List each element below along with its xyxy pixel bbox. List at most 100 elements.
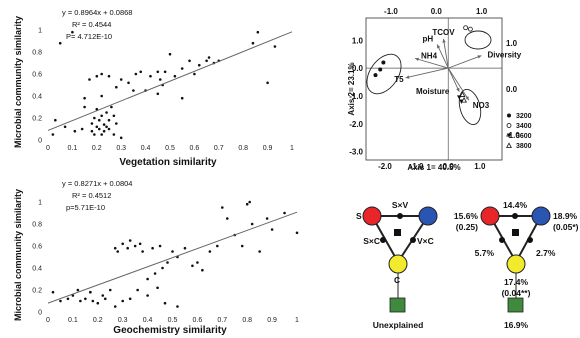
geochemistry-point bbox=[71, 294, 75, 297]
geochemistry-y-tick: 0.8 bbox=[32, 222, 42, 229]
vegetation-point bbox=[180, 67, 184, 70]
geochemistry-x-tick: 0.9 bbox=[267, 317, 277, 324]
legend-marker-3800 bbox=[506, 142, 512, 148]
vegetation-point bbox=[83, 96, 86, 100]
vegetation-y-tick: 1 bbox=[38, 28, 42, 35]
geochemistry-point bbox=[108, 288, 112, 292]
vxc-node bbox=[410, 237, 416, 243]
vegetation-point bbox=[107, 127, 111, 131]
unexplained-value-square bbox=[507, 297, 524, 313]
legend-label-3800: 3800 bbox=[516, 143, 532, 150]
vegetation-point bbox=[102, 129, 106, 133]
vegetation-point bbox=[197, 63, 201, 67]
vector-tcov-arrow bbox=[443, 38, 449, 69]
ordination-plot-frame bbox=[365, 17, 503, 161]
ordination-x-tick: 0.0 bbox=[443, 162, 455, 171]
c-label: C bbox=[394, 275, 400, 285]
vegetation-point bbox=[156, 70, 160, 74]
vegetation-point bbox=[112, 114, 116, 118]
s-value-circle bbox=[480, 206, 500, 226]
geochemistry-point bbox=[201, 268, 204, 272]
vegetation-point bbox=[107, 118, 111, 122]
geochemistry-point bbox=[161, 266, 164, 270]
vegetation-point bbox=[58, 41, 62, 45]
legend-label-3600: 3600 bbox=[516, 133, 532, 140]
geochemistry-point bbox=[91, 299, 95, 303]
vegetation-point bbox=[107, 74, 111, 78]
geochemistry-equation: y = 0.8271x + 0.0804 bbox=[62, 179, 132, 188]
geochemistry-x-tick: 0.5 bbox=[168, 317, 178, 324]
geochemistry-point bbox=[265, 217, 269, 220]
geochemistry-point bbox=[79, 299, 82, 303]
ordination-right-tick: -1.0 bbox=[506, 131, 520, 140]
vegetation-x-tick: 0.8 bbox=[238, 145, 248, 152]
vegetation-point bbox=[110, 105, 113, 109]
vegetation-x-axis-title: Vegetation similarity bbox=[119, 157, 217, 168]
geochemistry-x-tick: 0.1 bbox=[68, 317, 78, 324]
vegetation-y-tick: 0.2 bbox=[32, 116, 42, 123]
vector-t5-arrow bbox=[405, 67, 449, 79]
vegetation-point bbox=[115, 85, 118, 89]
geochemistry-point bbox=[59, 299, 62, 303]
vegetation-point bbox=[115, 122, 118, 125]
vegetation-y-tick: 0.4 bbox=[32, 94, 42, 101]
ordination-y-tick: 0.0 bbox=[352, 64, 364, 73]
geochemistry-y-tick: 0.2 bbox=[32, 288, 42, 295]
legend-marker-3400 bbox=[506, 123, 512, 128]
legend-label-3200: 3200 bbox=[516, 113, 532, 120]
geochemistry-point bbox=[96, 301, 100, 305]
ordination-y-tick: -3.0 bbox=[349, 148, 363, 157]
vegetation-point bbox=[93, 133, 96, 136]
variance-partition-labels: S S×V S×C V×C C Unexplained bbox=[356, 200, 438, 330]
vegetation-point bbox=[273, 45, 277, 48]
geochemistry-point bbox=[126, 246, 129, 250]
vegetation-equation: y = 0.8964x + 0.0868 bbox=[62, 8, 132, 17]
group-3200-ellipse bbox=[366, 53, 402, 95]
vector-ph-label: pH bbox=[422, 34, 433, 43]
vegetation-point bbox=[163, 70, 167, 74]
vegetation-y-tick: 0.6 bbox=[32, 72, 42, 79]
vector-tcov-arrowhead bbox=[442, 38, 446, 43]
vector-t5-arrowhead bbox=[405, 75, 410, 79]
vegetation-y-tick: 0 bbox=[38, 138, 42, 145]
vegetation-point bbox=[105, 125, 108, 129]
geochemistry-point bbox=[136, 288, 139, 292]
vector-tcov-label: TCOV bbox=[432, 28, 455, 37]
vegetation-point bbox=[100, 114, 103, 118]
ordination-x-axis-title: Axis 1= 40.5% bbox=[407, 163, 460, 172]
geochemistry-scatter-panel: 0 0.1 0.2 0.3 0.4 0.5 0.6 0.7 0.8 0.9 1 0 0.2 0.4 0.6 0… bbox=[13, 179, 299, 336]
c-component-circle bbox=[388, 254, 408, 274]
geochemistry-point bbox=[146, 294, 149, 297]
geochemistry-point bbox=[116, 250, 120, 253]
geochemistry-x-tick: 0 bbox=[46, 317, 50, 324]
vegetation-scatter-panel: 0 0.1 0.2 0.3 0.4 0.5 0.6 0.7 0.8 0.9 1 0 0.2 0.4 0.6 0… bbox=[13, 8, 294, 168]
geochemistry-x-tick: 0.6 bbox=[193, 317, 203, 324]
geochemistry-point bbox=[158, 244, 162, 248]
geochemistry-point bbox=[141, 250, 144, 253]
vector-diversity-arrow bbox=[448, 55, 482, 69]
geochemistry-point bbox=[151, 246, 154, 250]
geochemistry-point bbox=[146, 277, 149, 281]
site-3400-point bbox=[467, 26, 473, 32]
vegetation-point bbox=[93, 116, 96, 120]
ordination-x-tick: -1.0 bbox=[410, 162, 424, 171]
vegetation-point bbox=[207, 56, 211, 59]
s-p-value: (0.25) bbox=[456, 222, 478, 232]
vegetation-point bbox=[134, 72, 138, 76]
site-3200-point bbox=[378, 67, 383, 72]
geochemistry-point bbox=[113, 246, 117, 250]
vegetation-r2: R² = 0.4544 bbox=[72, 20, 111, 29]
vector-diversity-label: Diversity bbox=[487, 51, 521, 60]
geochemistry-point bbox=[113, 305, 117, 308]
shared-center-square bbox=[394, 229, 401, 236]
geochemistry-point bbox=[121, 242, 124, 246]
ordination-right-tick: 1.0 bbox=[506, 39, 518, 48]
vegetation-x-tick: 0.4 bbox=[141, 145, 151, 152]
ordination-y-tick: -2.0 bbox=[349, 120, 363, 129]
geochemistry-point bbox=[191, 264, 194, 268]
s-value: 15.6% bbox=[454, 211, 479, 221]
vegetation-y-tick: 0.8 bbox=[32, 50, 42, 57]
ordination-x-tick: -2.0 bbox=[378, 162, 392, 171]
geochemistry-point bbox=[156, 286, 159, 290]
geochemistry-point bbox=[153, 272, 157, 275]
